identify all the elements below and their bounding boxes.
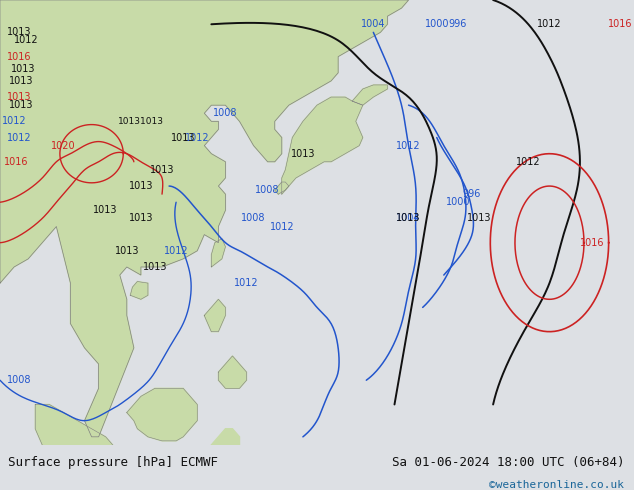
Text: 1013: 1013 (7, 92, 32, 102)
Text: 1013: 1013 (143, 262, 167, 272)
Polygon shape (127, 388, 197, 441)
Polygon shape (0, 0, 408, 437)
Text: 1013: 1013 (9, 76, 34, 86)
Text: 1004: 1004 (396, 214, 421, 223)
Text: 1016: 1016 (7, 51, 32, 62)
Text: 1013: 1013 (129, 214, 153, 223)
Text: 1016: 1016 (4, 157, 28, 167)
Text: 1012: 1012 (396, 141, 421, 150)
Polygon shape (218, 356, 247, 388)
Text: 10131013: 10131013 (118, 117, 164, 126)
Text: 1000: 1000 (446, 197, 470, 207)
Text: 1012: 1012 (234, 278, 259, 288)
Text: 1012: 1012 (185, 132, 210, 143)
Text: 1012: 1012 (164, 246, 188, 256)
Text: 1016: 1016 (579, 238, 604, 247)
Text: 1013: 1013 (7, 27, 32, 37)
Text: 1004: 1004 (361, 19, 385, 29)
Text: 1013: 1013 (467, 214, 491, 223)
Text: 1016: 1016 (607, 19, 632, 29)
Polygon shape (211, 239, 226, 267)
Text: 1000: 1000 (425, 19, 449, 29)
Text: 1013: 1013 (9, 100, 34, 110)
Text: 1012: 1012 (269, 221, 294, 231)
Text: 1013: 1013 (290, 148, 315, 159)
Polygon shape (36, 404, 113, 477)
Text: 1013: 1013 (171, 132, 195, 143)
Text: 1013: 1013 (93, 205, 118, 215)
Text: 1020: 1020 (51, 141, 75, 150)
Text: 1013: 1013 (129, 181, 153, 191)
Text: 996: 996 (463, 189, 481, 199)
Text: 996: 996 (449, 19, 467, 29)
Text: 1012: 1012 (14, 35, 39, 46)
Text: 1013: 1013 (11, 64, 35, 74)
Text: 1012: 1012 (7, 132, 32, 143)
Text: 1008: 1008 (7, 375, 32, 385)
Text: 1012: 1012 (2, 116, 27, 126)
Polygon shape (131, 282, 148, 299)
Text: 1008: 1008 (242, 214, 266, 223)
Polygon shape (211, 429, 240, 461)
Polygon shape (353, 85, 387, 105)
Text: 1013: 1013 (396, 214, 421, 223)
Text: 1012: 1012 (537, 19, 562, 29)
Text: 1008: 1008 (256, 185, 280, 195)
Text: 1013: 1013 (150, 165, 174, 175)
Polygon shape (281, 97, 363, 194)
Text: 1008: 1008 (213, 108, 238, 118)
Polygon shape (275, 182, 289, 194)
Text: ©weatheronline.co.uk: ©weatheronline.co.uk (489, 480, 624, 490)
Text: Surface pressure [hPa] ECMWF: Surface pressure [hPa] ECMWF (8, 456, 217, 468)
Polygon shape (289, 453, 408, 490)
Polygon shape (204, 299, 226, 332)
Text: Sa 01-06-2024 18:00 UTC (06+84): Sa 01-06-2024 18:00 UTC (06+84) (392, 456, 624, 468)
Text: 1012: 1012 (516, 157, 541, 167)
Text: 1013: 1013 (115, 246, 139, 256)
